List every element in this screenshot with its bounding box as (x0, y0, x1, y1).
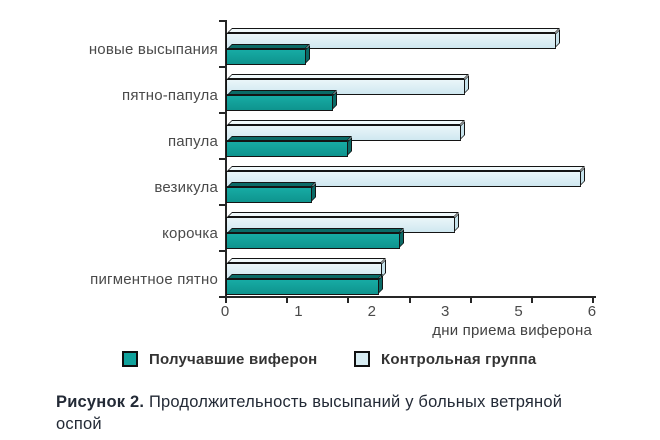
x-axis-tick (225, 297, 227, 303)
y-axis-tick (219, 204, 225, 206)
bar-viferon-1 (226, 90, 337, 111)
bar-top-face (227, 228, 404, 233)
bar-end-face (332, 91, 337, 110)
caption-text-line1: Продолжительность высыпаний у больных ве… (148, 393, 563, 411)
bar-end-face (454, 213, 459, 232)
bar-end-face (580, 167, 585, 186)
bar-top-face (227, 90, 337, 95)
x-axis-tick (286, 297, 289, 303)
figure-caption: Рисунок 2. Продолжительность высыпаний у… (56, 392, 631, 436)
bar-top-face (227, 28, 560, 33)
y-axis-tick (219, 66, 225, 68)
bar-top-face (227, 258, 386, 263)
x-tick-label: 0 (220, 303, 230, 320)
category-label: везикула (154, 178, 218, 196)
legend-swatch-viferon (122, 351, 138, 367)
x-axis-tick (469, 297, 472, 303)
category-label: папула (167, 132, 218, 150)
bar-top-face (227, 166, 585, 171)
legend-item-control: Контрольная группа (354, 350, 536, 368)
x-axis-tick (347, 297, 350, 303)
bar-top-face (227, 212, 459, 217)
bar-top-face (227, 44, 310, 49)
x-axis-tick (408, 297, 411, 303)
legend-label-control: Контрольная группа (381, 350, 537, 368)
x-tick-label: 6 (587, 303, 597, 320)
x-axis-tick (592, 297, 594, 303)
y-axis-tick (219, 158, 225, 160)
bar-top-face (227, 120, 465, 125)
y-axis-tick (219, 20, 225, 22)
y-axis-line (225, 20, 227, 296)
legend-item-viferon: Получавшие виферон (122, 350, 317, 368)
legend-swatch-control (354, 351, 370, 367)
y-axis-tick (219, 112, 225, 114)
category-label: новые высыпания (88, 40, 218, 58)
category-label: пятно-папула (122, 86, 218, 104)
category-label: корочка (162, 224, 218, 242)
bar-viferon-2 (226, 136, 352, 157)
bar-end-face (378, 275, 383, 294)
bar-end-face (305, 45, 310, 64)
x-tick-label: 2 (367, 303, 376, 320)
caption-number: Рисунок 2. (56, 393, 145, 411)
bar-end-face (311, 183, 316, 202)
bar-top-face (227, 136, 352, 141)
bar-top-face (227, 74, 469, 79)
x-axis-line (225, 296, 596, 298)
bar-end-face (464, 75, 469, 94)
x-axis-tick (530, 297, 533, 303)
bar-viferon-0 (226, 44, 310, 65)
x-axis-title: дни приема виферона (432, 322, 592, 339)
bar-viferon-3 (226, 182, 316, 203)
x-tick-label: 1 (294, 303, 303, 320)
x-tick-label: 3 (441, 303, 450, 320)
bar-end-face (460, 121, 465, 140)
bar-top-face (227, 274, 383, 279)
bar-viferon-4 (226, 228, 404, 249)
bar-end-face (555, 29, 560, 48)
bar-end-face (399, 229, 404, 248)
y-axis-tick (219, 296, 225, 298)
category-label: пигментное пятно (90, 270, 218, 288)
bar-end-face (347, 137, 352, 156)
legend-label-viferon: Получавшие виферон (149, 350, 318, 368)
x-axis-tick-labels: 0 1 2 3 5 6 (216, 303, 601, 320)
caption-text-line2: оспой (56, 414, 102, 433)
bar-top-face (227, 182, 316, 187)
y-axis-tick (219, 250, 225, 252)
bar-viferon-5 (226, 274, 383, 295)
x-tick-label: 5 (514, 303, 523, 320)
